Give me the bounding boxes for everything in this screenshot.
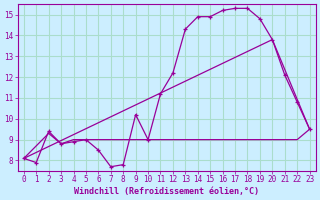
- X-axis label: Windchill (Refroidissement éolien,°C): Windchill (Refroidissement éolien,°C): [74, 187, 259, 196]
